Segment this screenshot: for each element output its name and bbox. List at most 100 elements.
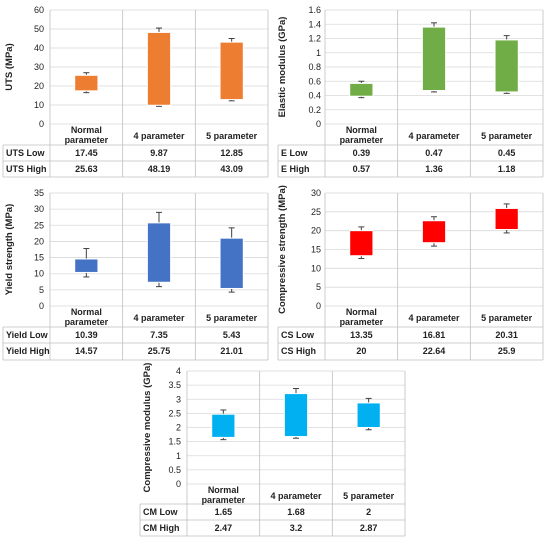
bar-2 — [283, 393, 309, 438]
x-category-label: 5 parameter — [343, 491, 395, 501]
y-axis-label: UTS (MPa) — [4, 43, 15, 91]
y-tick-label: 5 — [316, 282, 321, 292]
y-tick-label: 5 — [39, 285, 44, 295]
y-tick-label: 1 — [176, 451, 181, 461]
table-cell: 1.65 — [215, 507, 233, 517]
bar-2 — [146, 31, 172, 106]
table-cell: 16.81 — [423, 330, 446, 340]
table-cell: 20.31 — [495, 330, 518, 340]
table-row-header: Yield High — [6, 346, 50, 356]
table-cell: 0.45 — [498, 148, 516, 158]
y-tick-label: 20 — [34, 81, 44, 91]
y-tick-label: 60 — [34, 5, 44, 15]
x-category-label: 4 parameter — [133, 313, 185, 323]
bar-1 — [349, 230, 374, 257]
y-tick-label: 0.6 — [308, 76, 321, 86]
y-tick-label: 3.5 — [168, 380, 181, 390]
y-tick-label: 35 — [34, 188, 44, 198]
y-tick-label: 25 — [311, 207, 321, 217]
x-category-label: parameter — [65, 135, 109, 145]
table-row-header: UTS High — [6, 164, 47, 174]
y-tick-label: 0 — [176, 479, 181, 489]
y-tick-label: 4 — [176, 366, 181, 376]
y-axis-label: Elastic modulus (GPa) — [277, 17, 288, 118]
x-category-label: parameter — [340, 317, 384, 327]
table-row-header: Yield Low — [6, 330, 49, 340]
table-cell: 2.47 — [215, 523, 233, 533]
y-axis-label: Compressive modulus (GPa) — [142, 363, 153, 493]
table-cell: 25.75 — [148, 346, 171, 356]
y-tick-label: 1.2 — [308, 34, 321, 44]
y-tick-label: 1.4 — [308, 19, 321, 29]
table-cell: 3.2 — [290, 523, 303, 533]
chart-panel-5: 0 0.5 1 1.5 2 2.5 3 3.5 4 Compressive modulus (GP… — [139, 363, 406, 537]
x-category-label: parameter — [65, 317, 109, 327]
y-tick-label: 3 — [176, 394, 181, 404]
y-tick-label: 25 — [34, 220, 44, 230]
y-tick-label: 0.8 — [308, 62, 321, 72]
table-cell: 2 — [366, 507, 371, 517]
table-cell: 1.68 — [287, 507, 305, 517]
table-row-header: UTS Low — [6, 148, 45, 158]
table-row-header: CS Low — [281, 330, 315, 340]
x-category-label: Normal — [346, 307, 377, 317]
table-cell: 13.35 — [350, 330, 373, 340]
table-cell: 5.43 — [223, 330, 241, 340]
x-category-label: 4 parameter — [133, 131, 185, 141]
table-cell: 7.35 — [150, 330, 168, 340]
y-tick-label: 1.5 — [168, 437, 181, 447]
bar-3 — [356, 402, 381, 428]
y-axis-label: Yield strength (MPa) — [4, 204, 15, 296]
y-tick-label: 0.5 — [168, 465, 181, 475]
x-category-label: 5 parameter — [481, 131, 533, 141]
table-row-header: CS High — [281, 346, 316, 356]
table-cell: 1.36 — [425, 164, 443, 174]
x-category-label: 4 parameter — [270, 491, 322, 501]
x-category-label: 5 parameter — [206, 313, 258, 323]
y-tick-label: 50 — [34, 24, 44, 34]
table-cell: 20 — [356, 346, 366, 356]
chart-panel-2: 0 0.2 0.4 0.6 0.8 1 1.2 1.4 1.6 Elastic modulus (… — [277, 5, 544, 178]
table-cell: 12.85 — [220, 148, 243, 158]
x-category-label: 5 parameter — [481, 313, 533, 323]
table-cell: 0.47 — [425, 148, 443, 158]
table-cell: 0.57 — [353, 164, 371, 174]
y-tick-label: 10 — [34, 269, 44, 279]
table-row-header: CM Low — [143, 507, 178, 517]
table-cell: 9.87 — [150, 148, 168, 158]
y-tick-label: 0 — [39, 119, 44, 129]
bar-1 — [211, 413, 236, 438]
table-cell: 25.63 — [75, 164, 98, 174]
y-tick-label: 1.6 — [308, 5, 321, 15]
bar-3 — [219, 237, 244, 289]
table-row-header: E High — [281, 164, 310, 174]
table-row-header: CM High — [143, 523, 180, 533]
bar-2 — [421, 220, 447, 244]
x-category-label: parameter — [202, 495, 246, 505]
table-cell: 25.9 — [498, 346, 516, 356]
x-category-label: Normal — [71, 125, 102, 135]
y-tick-label: 30 — [34, 62, 44, 72]
y-tick-label: 2.5 — [168, 408, 181, 418]
x-category-label: Normal — [208, 485, 239, 495]
y-tick-label: 0.4 — [308, 91, 321, 101]
bar-3 — [219, 41, 244, 101]
table-cell: 10.39 — [75, 330, 98, 340]
table-cell: 1.18 — [498, 164, 516, 174]
x-category-label: parameter — [340, 135, 384, 145]
y-tick-label: 30 — [311, 188, 321, 198]
bar-3 — [494, 207, 519, 230]
table-cell: 14.57 — [75, 346, 98, 356]
y-tick-label: 15 — [311, 245, 321, 255]
y-tick-label: 20 — [311, 226, 321, 236]
table-cell: 17.45 — [75, 148, 98, 158]
bar-2 — [421, 26, 447, 92]
y-tick-label: 20 — [34, 236, 44, 246]
y-tick-label: 0 — [39, 301, 44, 311]
y-tick-label: 1 — [316, 48, 321, 58]
chart-panel-4: 0 5 10 15 20 25 30 Compressive strength (MPa) No… — [277, 185, 544, 361]
y-tick-label: 40 — [34, 43, 44, 53]
bar-2 — [146, 222, 172, 283]
bar-3 — [494, 39, 519, 93]
